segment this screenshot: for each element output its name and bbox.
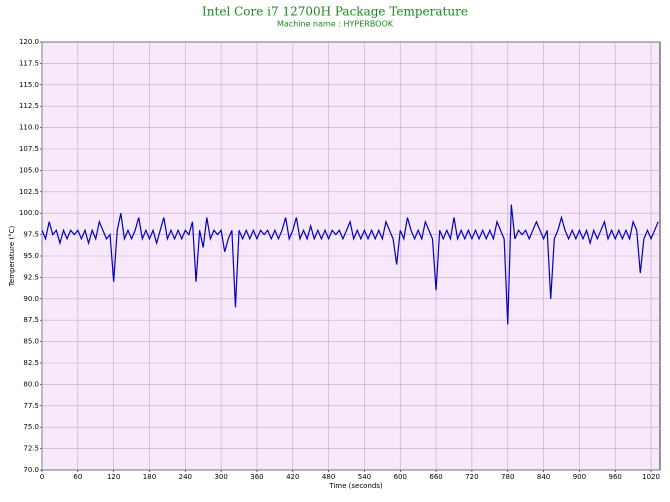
x-tick-label: 420 (286, 473, 299, 481)
y-tick-label: 72.5 (23, 445, 39, 453)
y-tick-label: 105.0 (19, 166, 39, 174)
y-tick-label: 75.0 (23, 423, 39, 431)
x-tick-label: 240 (179, 473, 192, 481)
x-tick-label: 960 (609, 473, 622, 481)
y-tick-label: 90.0 (23, 295, 39, 303)
y-tick-label: 115.0 (19, 81, 39, 89)
data-line (41, 204, 659, 325)
chart-subtitle: Machine name : HYPERBOOK (277, 20, 394, 29)
y-tick-label: 112.5 (19, 102, 39, 110)
x-tick-label: 840 (537, 473, 550, 481)
y-tick-label: 110.0 (19, 124, 39, 132)
x-tick-label: 0 (40, 473, 44, 481)
y-tick-label: 107.5 (19, 145, 39, 153)
y-tick-label: 82.5 (23, 359, 39, 367)
y-tick-label: 80.0 (23, 380, 39, 388)
x-tick-label: 360 (250, 473, 263, 481)
x-tick-label: 660 (429, 473, 442, 481)
y-tick-label: 97.5 (23, 231, 39, 239)
y-tick-label: 85.0 (23, 338, 39, 346)
y-tick-label: 117.5 (19, 59, 39, 67)
y-tick-label: 102.5 (19, 188, 39, 196)
y-tick-label: 100.0 (19, 209, 39, 217)
x-tick-label: 720 (465, 473, 478, 481)
x-tick-label: 300 (214, 473, 227, 481)
y-tick-label: 92.5 (23, 273, 39, 281)
x-tick-label: 600 (394, 473, 407, 481)
x-tick-label: 120 (107, 473, 120, 481)
y-tick-label: 70.0 (23, 466, 39, 474)
y-tick-label: 120.0 (19, 38, 39, 46)
x-tick-label: 900 (573, 473, 586, 481)
x-tick-label: 780 (501, 473, 514, 481)
x-axis-label: Time (seconds) (328, 482, 383, 490)
y-tick-label: 95.0 (23, 252, 39, 260)
chart-title: Intel Core i7 12700H Package Temperature (202, 5, 468, 19)
x-tick-label: 180 (143, 473, 156, 481)
x-tick-label: 480 (322, 473, 335, 481)
y-tick-label: 77.5 (23, 402, 39, 410)
y-tick-label: 87.5 (23, 316, 39, 324)
y-axis-label: Temperature (°C) (8, 226, 16, 288)
x-tick-label: 1020 (642, 473, 660, 481)
x-tick-label: 540 (358, 473, 371, 481)
x-tick-label: 60 (73, 473, 82, 481)
